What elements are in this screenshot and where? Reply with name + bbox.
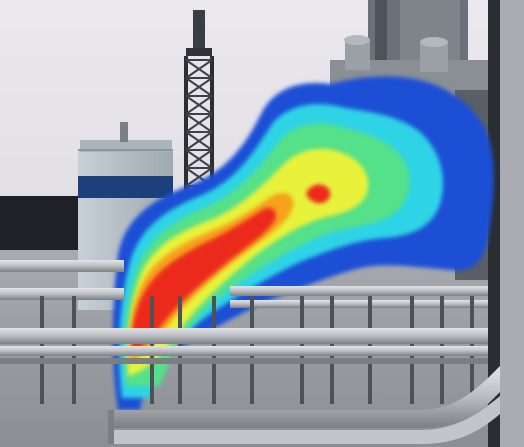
plume-layer-yellow bbox=[127, 148, 369, 376]
pipe-rack-lower bbox=[0, 328, 488, 364]
right-edge-structure bbox=[500, 0, 524, 447]
plume-red-patch bbox=[306, 184, 331, 204]
dark-background-band bbox=[0, 196, 90, 254]
plume-layer-red bbox=[131, 207, 277, 354]
pipe-rack-upper bbox=[0, 260, 488, 308]
gas-plume-thermal-overlay bbox=[112, 76, 494, 410]
foreground-pipe bbox=[108, 366, 500, 444]
right-pole bbox=[488, 0, 500, 447]
